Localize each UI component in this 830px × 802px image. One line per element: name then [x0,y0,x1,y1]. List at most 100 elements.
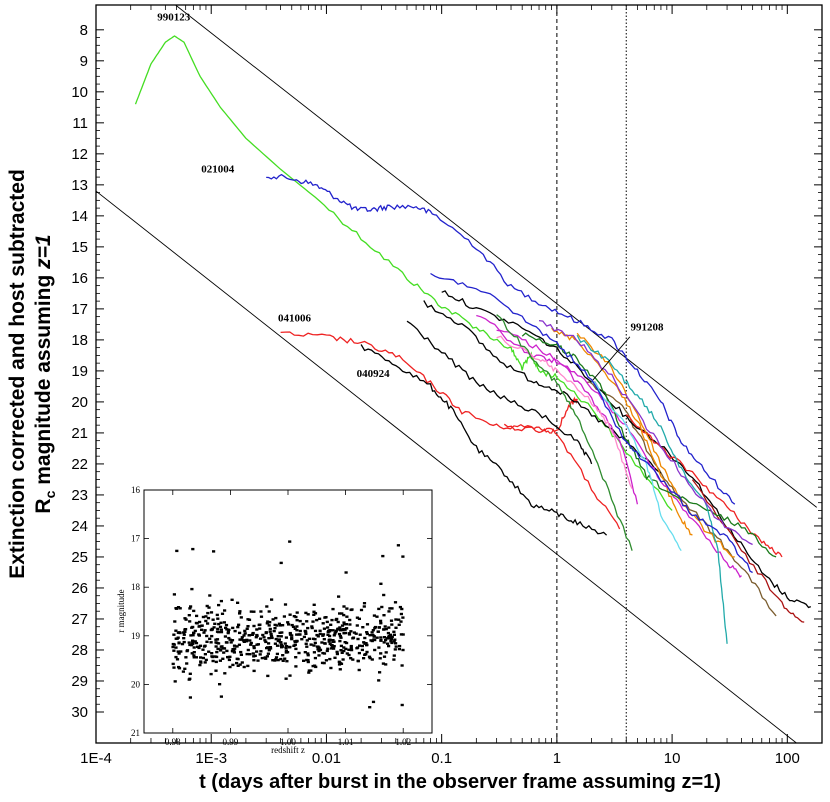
inset-point [175,549,179,553]
inset-point [219,628,223,631]
inset-point [361,626,365,629]
inset-point [328,630,332,633]
inset-point [218,625,223,629]
inset-point [265,605,269,608]
inset-point [252,646,256,650]
curve-black-3 [406,320,593,465]
inset-point [214,645,218,648]
inset-point [363,636,367,640]
y-tick-label-10: 10 [71,84,88,101]
inset-point [349,646,353,650]
inset-point [230,598,234,601]
inset-point [192,631,196,635]
inset-point [321,633,326,636]
curve-black-2 [423,300,662,474]
inset-point [311,664,315,668]
inset-point [209,672,213,676]
inset-point [321,634,325,637]
inset-point [184,628,188,631]
inset-point [267,642,271,645]
inset-point [315,618,319,622]
inset-point [331,646,335,649]
inset-point [264,631,268,634]
inset-point [178,631,182,635]
inset-point [279,657,283,661]
inset-point [297,651,301,655]
inset-point [239,650,243,654]
inset-point [371,700,376,704]
inset-point [340,651,344,654]
inset-point [401,648,405,652]
curve-green-dark [521,332,777,558]
y-tick-label-19: 19 [71,363,88,380]
inset-point [220,645,224,648]
inset-point [281,624,285,627]
inset-point [350,608,354,611]
y-tick-label-22: 22 [71,456,88,473]
inset-point [219,599,223,603]
inset-point [367,655,372,658]
inset-point [334,629,338,632]
inset-point [264,640,268,644]
inset-point [305,620,309,623]
inset-point [356,637,360,641]
inset-point [204,619,208,623]
inset-point [215,638,220,641]
inset-point [225,641,229,644]
inset-point [255,633,259,637]
inset-point [309,669,313,672]
inset-point [384,651,388,654]
inset-point [384,663,388,666]
y-tick-label-27: 27 [71,611,88,628]
inset-point [254,636,258,639]
inset-point [339,628,343,631]
inset-point [368,706,372,709]
inset-point [238,663,242,666]
inset-point [368,634,372,637]
inset-point [273,627,277,630]
inset-point [382,641,386,644]
inset-point [219,630,224,634]
inset-point [306,660,310,664]
inset-point [187,641,191,644]
inset-point [325,649,329,653]
inset-point [386,631,390,635]
inset-point [381,662,385,665]
inset-point [209,641,213,644]
inset-point [252,659,256,662]
inset-point [219,621,223,624]
inset-point [392,633,396,636]
inset-point [305,645,309,648]
inset-point [218,683,222,686]
inset-y-tick-label: 20 [131,679,141,689]
inset-point [275,624,279,627]
inset-point [313,612,318,615]
inset-point [309,643,313,646]
inset-point [288,633,293,636]
inset-point [327,638,331,642]
inset-point [236,625,240,629]
inset-point [314,665,318,669]
inset-point [238,612,242,615]
inset-point [242,639,246,642]
inset-point [360,648,364,652]
inset-point [242,634,246,637]
lower-bound [96,190,797,743]
inset-point [340,612,344,615]
inset-point [357,668,361,672]
x-tick-label: 0.01 [312,750,341,767]
inset-point [388,607,392,610]
label-990123: 990123 [157,12,191,24]
inset-point [245,638,249,642]
inset-point [313,638,317,641]
inset-point [387,637,391,640]
inset-point [285,660,289,663]
y-tick-label-8: 8 [80,22,88,39]
inset-point [316,648,320,651]
inset-point [201,648,205,651]
inset-point [307,671,311,674]
inset-point [384,638,388,642]
curve-magenta-2 [476,314,639,505]
inset-point [236,601,240,604]
curve-blue-2 [430,272,753,574]
